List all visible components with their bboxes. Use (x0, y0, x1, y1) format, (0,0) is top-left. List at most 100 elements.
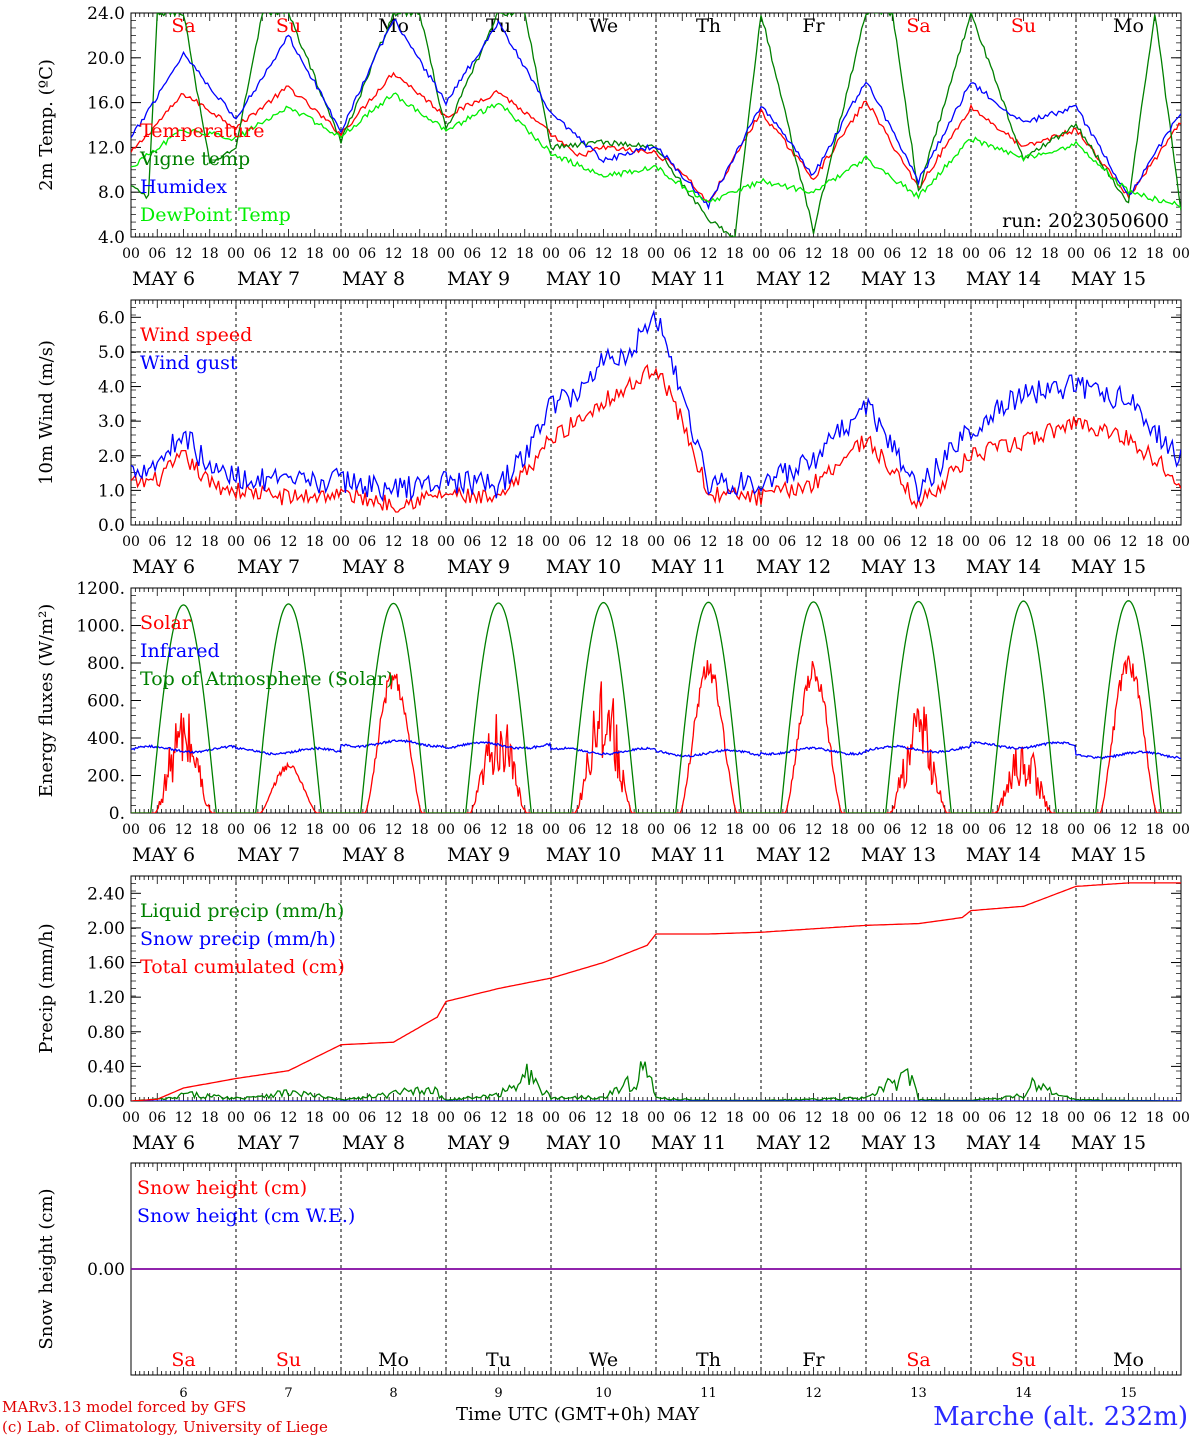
y-axis-label: Energy fluxes (W/m²) (36, 604, 57, 798)
hour-label: 06 (673, 246, 691, 262)
x-ticks (130, 1163, 1182, 1375)
day-label: MAY 9 (447, 268, 510, 290)
hour-label: 12 (700, 246, 718, 262)
hour-label: 00 (752, 822, 770, 838)
day-label: MAY 7 (237, 268, 300, 290)
weekday-label: Fr (802, 1349, 825, 1371)
hour-label: 12 (385, 1110, 403, 1126)
legend-entry: Wind speed (140, 324, 252, 346)
hour-label: 06 (463, 534, 481, 550)
hour-label: 12 (385, 822, 403, 838)
legend-entry: Snow precip (mm/h) (140, 928, 336, 950)
hour-label: 18 (936, 246, 954, 262)
day-label: MAY 7 (237, 1132, 300, 1154)
day-label: MAY 14 (966, 268, 1041, 290)
hour-label: 12 (385, 534, 403, 550)
model-credit: MARv3.13 model forced by GFS (2, 1398, 247, 1416)
day-label: MAY 14 (966, 844, 1041, 866)
day-label: MAY 12 (756, 268, 831, 290)
day-label: MAY 15 (1071, 844, 1146, 866)
weekday-label: We (589, 15, 618, 37)
hour-label: 18 (306, 534, 324, 550)
series-line-solar (131, 655, 1181, 813)
legend-entry: Snow height (cm) (137, 1177, 307, 1199)
hour-label: 00 (1067, 534, 1085, 550)
hour-label: 12 (805, 246, 823, 262)
hour-label: 12 (700, 1110, 718, 1126)
hour-label: 18 (201, 1110, 219, 1126)
hour-label: 00 (122, 822, 140, 838)
y-tick-label: 4.0 (98, 228, 125, 248)
weekday-label: Fr (802, 15, 825, 37)
hour-label: 00 (857, 822, 875, 838)
weekday-label: Su (276, 1349, 301, 1371)
hour-label: 00 (1067, 822, 1085, 838)
series-line-vigne-temp (131, 13, 1181, 237)
weekday-label: Mo (378, 15, 409, 37)
hour-label: 00 (647, 1110, 665, 1126)
hour-label: 12 (805, 534, 823, 550)
hour-label: 18 (201, 534, 219, 550)
y-tick-label: 5.0 (98, 343, 125, 363)
hour-label: 00 (437, 534, 455, 550)
hour-label: 06 (778, 822, 796, 838)
hour-label: 18 (621, 534, 639, 550)
hour-label: 06 (778, 246, 796, 262)
weekday-label: Th (696, 15, 721, 37)
hour-label: 18 (936, 534, 954, 550)
day-label: MAY 13 (861, 1132, 936, 1154)
hour-label: 00 (542, 246, 560, 262)
hour-label: 12 (175, 246, 193, 262)
series-group (131, 13, 1181, 237)
hour-label: 06 (358, 1110, 376, 1126)
hour-label: 00 (332, 534, 350, 550)
hour-label: 00 (122, 1110, 140, 1126)
day-label: MAY 10 (546, 268, 621, 290)
y-tick-label: 24.0 (87, 4, 125, 24)
weekday-label: Sa (171, 1349, 195, 1371)
hour-label: 18 (621, 246, 639, 262)
series-line-top-of-atmosphere-solar- (131, 600, 1181, 813)
y-tick-label: 20.0 (87, 49, 125, 69)
hour-label: 12 (280, 246, 298, 262)
hour-label: 00 (962, 534, 980, 550)
hour-label: 18 (1146, 246, 1164, 262)
legend-entry: Solar (140, 612, 192, 634)
day-number: 9 (494, 1386, 502, 1401)
hour-label: 00 (227, 1110, 245, 1126)
hour-label: 00 (752, 1110, 770, 1126)
hour-label: 18 (411, 1110, 429, 1126)
hour-label: 06 (988, 246, 1006, 262)
hour-label: 00 (857, 534, 875, 550)
hour-label: 06 (463, 822, 481, 838)
hour-label: 06 (673, 822, 691, 838)
hour-label: 00 (332, 1110, 350, 1126)
panel-snow: 0.00 Snow height (cm) Sa Su Mo Tu We Th Fr Sa Su Mo… (36, 1162, 1182, 1401)
hour-label: 12 (1120, 246, 1138, 262)
hour-label: 00 (542, 822, 560, 838)
panel-temperature: 4.0 8.0 12.0 16.0 20.0 24.0 2m Temp. (ºC) 00 06 1… (36, 4, 1190, 290)
hour-label: 06 (883, 534, 901, 550)
day-label: MAY 11 (651, 556, 726, 578)
y-tick-label: 16.0 (87, 94, 125, 114)
hour-label: 18 (306, 822, 324, 838)
hour-label: 12 (1120, 1110, 1138, 1126)
hour-label: 12 (910, 1110, 928, 1126)
series-line-total-cumulated-cm- (131, 882, 1181, 1101)
hour-label: 06 (1093, 534, 1111, 550)
series-line-temperature (131, 71, 1181, 202)
hour-label: 00 (962, 246, 980, 262)
hour-label: 12 (490, 822, 508, 838)
legend-entry: Total cumulated (cm) (140, 956, 345, 978)
weekday-label: Su (1011, 15, 1036, 37)
hour-label: 06 (358, 246, 376, 262)
hour-label: 06 (148, 534, 166, 550)
legend-entry: Wind gust (140, 352, 238, 374)
hour-label: 18 (1146, 822, 1164, 838)
y-tick-label: 0.40 (87, 1057, 125, 1077)
hour-label: 06 (988, 1110, 1006, 1126)
hour-label: 18 (831, 246, 849, 262)
hour-label: 18 (516, 822, 534, 838)
hour-label: 06 (673, 1110, 691, 1126)
hour-label: 12 (805, 822, 823, 838)
